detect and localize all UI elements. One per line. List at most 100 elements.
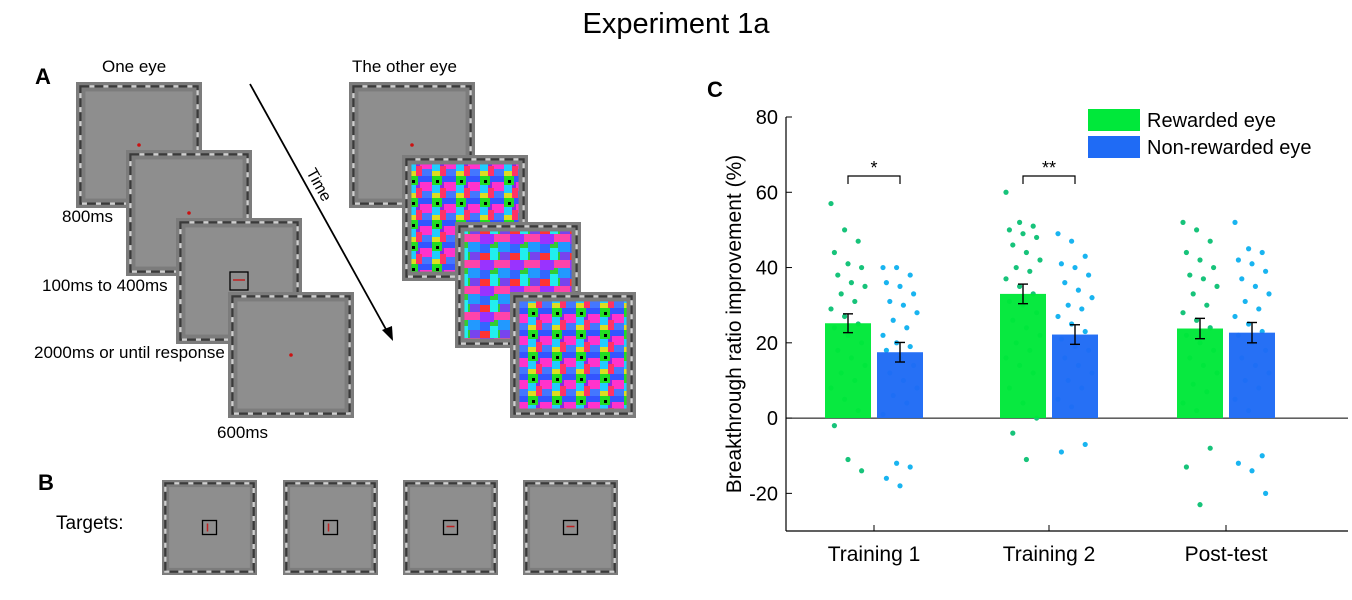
data-point [907, 343, 913, 350]
time-arrow [249, 83, 389, 334]
data-point [1010, 242, 1016, 248]
data-point [1030, 223, 1036, 229]
data-point [1235, 460, 1241, 466]
data-point [1180, 219, 1186, 225]
targets-label: Targets: [56, 513, 124, 534]
data-point [1259, 249, 1265, 256]
data-point [1194, 227, 1200, 233]
data-point [845, 456, 851, 463]
data-point [1207, 445, 1213, 451]
data-point [1017, 283, 1023, 289]
data-point [1020, 231, 1026, 237]
duration-fixation: 800ms [62, 207, 114, 226]
one-eye-label: One eye [102, 57, 167, 76]
mondrian-mask [519, 301, 627, 409]
target-screen-4 [523, 480, 618, 575]
data-point [894, 264, 900, 271]
data-point [1200, 276, 1206, 282]
data-point [1082, 328, 1088, 335]
data-point [1089, 295, 1095, 301]
data-point [1214, 283, 1220, 289]
y-tick-label: -20 [749, 483, 778, 505]
data-point [1010, 430, 1016, 436]
data-point [1055, 231, 1061, 237]
data-point [1003, 276, 1009, 282]
legend-swatch [1088, 136, 1140, 158]
figure-title: Experiment 1a [582, 8, 770, 40]
data-point [1017, 219, 1023, 225]
data-point [1023, 249, 1029, 256]
chart-bars [825, 293, 1275, 419]
data-point [880, 264, 886, 271]
target-box [562, 519, 579, 536]
data-point [1069, 321, 1075, 327]
data-point [845, 261, 851, 267]
panel-label-c: C [707, 77, 723, 102]
data-point [1065, 302, 1071, 308]
data-point [1037, 257, 1043, 263]
data-point [1086, 272, 1092, 278]
y-tick-label: 60 [756, 182, 778, 204]
data-point [1204, 302, 1210, 308]
significance-bracket [847, 175, 901, 184]
data-point [1239, 276, 1245, 282]
data-point [904, 325, 910, 331]
y-tick-label: 80 [756, 107, 778, 129]
x-tick-label: Post-test [1185, 543, 1268, 566]
data-point [1232, 219, 1238, 225]
bar [1052, 334, 1098, 419]
data-point [1252, 283, 1258, 289]
panel-a-screens [76, 82, 636, 418]
data-point [887, 298, 893, 305]
data-point [907, 272, 913, 278]
bar [1177, 328, 1223, 419]
data-point [1082, 253, 1088, 259]
data-point [842, 313, 848, 320]
data-point [1259, 453, 1265, 459]
data-point [852, 298, 858, 305]
data-point [883, 280, 890, 286]
data-point [1211, 264, 1217, 271]
y-tick-label: 40 [756, 258, 778, 280]
duration-blank: 100ms to 400ms [42, 276, 168, 295]
legend-label: Rewarded eye [1147, 110, 1276, 132]
data-point [1256, 306, 1262, 312]
bar [825, 323, 871, 419]
other-eye-label: The other eye [352, 57, 457, 76]
panel-label-a: A [35, 64, 51, 89]
data-point [1013, 264, 1019, 271]
data-point [842, 227, 848, 233]
data-point [1082, 441, 1088, 448]
data-point [1197, 257, 1203, 263]
data-point [890, 317, 896, 323]
data-point [1249, 468, 1255, 474]
fixation-dot [289, 353, 293, 357]
data-point [1058, 261, 1064, 267]
data-point [883, 475, 890, 481]
data-point [831, 423, 838, 429]
bar [877, 352, 923, 419]
data-point [1183, 464, 1189, 470]
fixation-dot [410, 143, 414, 147]
data-point [897, 483, 903, 489]
fixation-dot [137, 143, 141, 147]
data-point [859, 468, 865, 474]
duration-target: 2000ms or until response [34, 343, 225, 362]
significance-label: ** [1042, 158, 1056, 178]
time-arrow-head [382, 326, 393, 341]
data-point [1072, 264, 1078, 271]
data-point [1055, 313, 1061, 320]
stimulus-schematic: Time [76, 82, 636, 575]
data-point [1242, 298, 1248, 305]
data-point [1062, 280, 1068, 286]
data-point [911, 291, 917, 297]
data-point [855, 238, 861, 244]
data-point [848, 280, 855, 286]
data-point [1023, 456, 1029, 463]
x-tick-label: Training 1 [828, 543, 921, 566]
chart-legend: Rewarded eye Non-rewarded eye [1088, 109, 1312, 159]
data-point [1069, 238, 1075, 244]
screen-mondrian-3 [510, 292, 636, 418]
data-point [862, 283, 868, 289]
